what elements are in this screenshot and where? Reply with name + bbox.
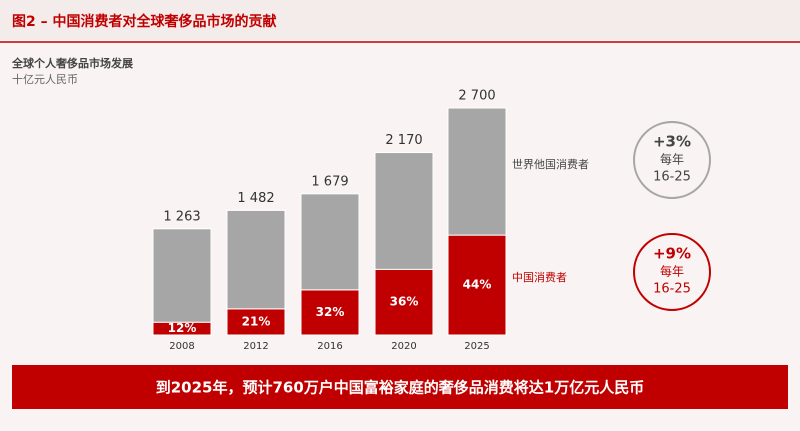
- total-label: 2 170: [385, 133, 422, 148]
- growth-circle: [633, 121, 711, 199]
- growth-rate: +9%: [653, 245, 691, 263]
- share-label: 44%: [463, 278, 492, 292]
- legend-label: 中国消费者: [512, 270, 567, 284]
- total-label: 1 679: [311, 174, 348, 189]
- subtitle: 全球个人奢侈品市场发展: [11, 56, 134, 70]
- bar-segment: [300, 193, 360, 291]
- growth-unit: 每年: [660, 264, 684, 279]
- bar-segment: [152, 228, 212, 323]
- x-tick-label: 2020: [391, 341, 416, 352]
- bar-segment: [226, 209, 286, 310]
- chart-title: 图2 – 中国消费者对全球奢侈品市场的贡献: [12, 13, 277, 30]
- bar-segment: [226, 308, 286, 336]
- share-label: 36%: [390, 295, 419, 309]
- unit-label: 十亿元人民币: [12, 72, 78, 86]
- footer-text: 到2025年，预计760万户中国富裕家庭的奢侈品消费将达1万亿元人民币: [156, 379, 645, 397]
- footer-banner: [12, 365, 788, 409]
- x-tick-label: 2025: [464, 341, 489, 352]
- bar-segment: [447, 234, 507, 336]
- bar-segment: [447, 107, 507, 236]
- total-label: 1 482: [237, 191, 274, 206]
- share-label: 21%: [242, 314, 271, 328]
- header-band: [0, 0, 800, 40]
- bar-segment: [374, 152, 434, 270]
- x-tick-label: 2008: [169, 341, 194, 352]
- legend-label: 世界他国消费者: [512, 157, 589, 171]
- growth-circle: [633, 233, 711, 311]
- bar-segment: [300, 289, 360, 336]
- growth-unit: 每年: [660, 152, 684, 167]
- share-label: 32%: [316, 305, 345, 319]
- growth-period: 16-25: [653, 170, 691, 185]
- bar-segment: [374, 268, 434, 336]
- share-label: 12%: [168, 321, 197, 335]
- x-tick-label: 2016: [317, 341, 342, 352]
- x-tick-label: 2012: [243, 341, 268, 352]
- growth-period: 16-25: [653, 282, 691, 297]
- total-label: 2 700: [458, 89, 495, 104]
- total-label: 1 263: [163, 209, 200, 224]
- growth-rate: +3%: [653, 133, 691, 151]
